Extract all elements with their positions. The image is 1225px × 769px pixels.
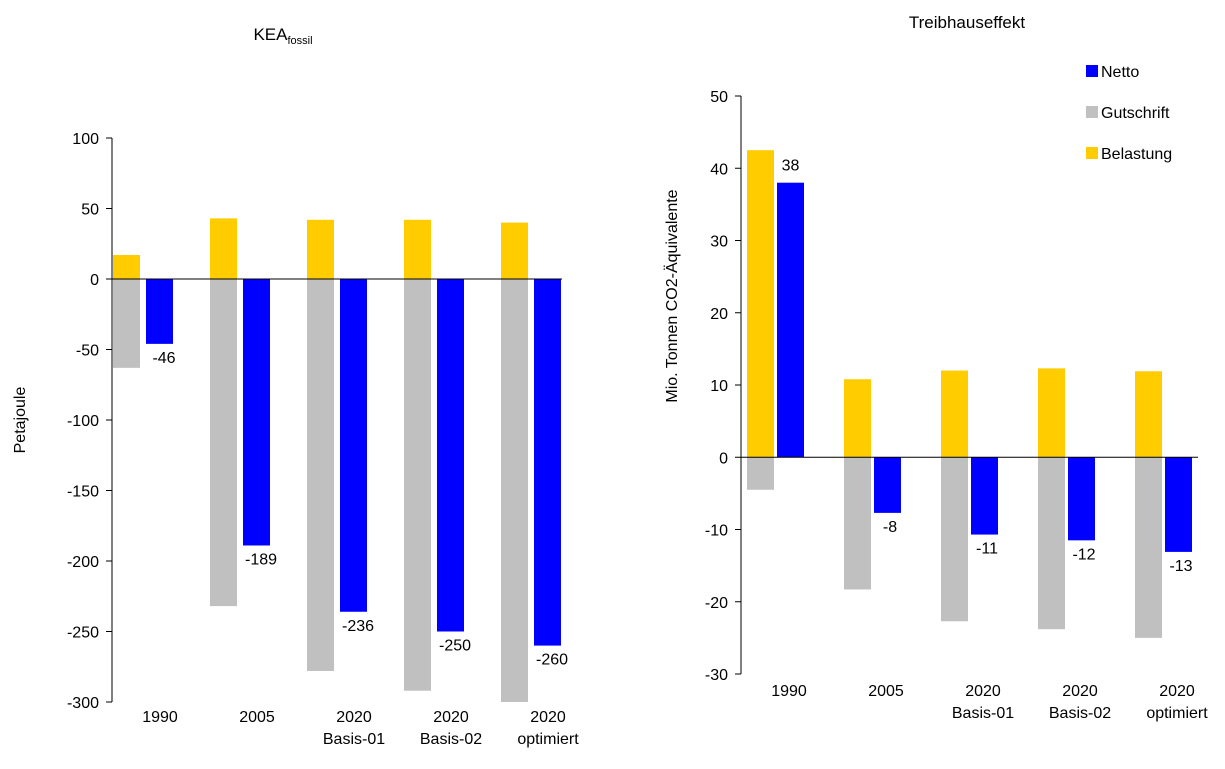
bar-belastung-2: [844, 379, 871, 458]
y-tick-label: 20: [710, 306, 728, 323]
legend-swatch-belastung: [1086, 147, 1098, 159]
y-tick-label: 30: [710, 234, 728, 251]
chart-2: Treibhauseffekt Mio. Tonnen CO2-Äquivalen…: [663, 13, 1208, 722]
x-tick-label-1: 1990: [771, 683, 807, 700]
bar-belastung-1: [113, 255, 140, 279]
x-tick-sublabel-5: optimiert: [1146, 705, 1208, 722]
bar-netto-2: [243, 279, 270, 546]
x-tick-label-4: 2020: [1062, 683, 1098, 700]
legend-swatch-netto: [1086, 65, 1098, 77]
data-label-netto-5: -13: [1169, 558, 1192, 575]
chart-title: Treibhauseffekt: [909, 13, 1026, 32]
bar-netto-5: [534, 279, 561, 646]
data-label-netto-3: -11: [976, 541, 998, 558]
bar-netto-1: [777, 182, 804, 458]
legend: Netto Gutschrift Belastung: [1086, 64, 1172, 163]
bar-belastung-2: [210, 218, 237, 279]
y-tick-label: -20: [705, 595, 728, 612]
data-label-netto-2: -8: [883, 519, 897, 536]
y-tick-label: -200: [67, 554, 99, 571]
chart-title-subscript: fossil: [287, 35, 312, 47]
bar-gutschrift-3: [307, 279, 334, 671]
y-tick-label: 0: [719, 450, 728, 467]
data-label-netto-1: -46: [152, 350, 175, 367]
legend-label-belastung: Belastung: [1101, 146, 1172, 163]
y-tick-label: -150: [67, 484, 99, 501]
x-tick-label-3: 2020: [965, 683, 1001, 700]
data-label-netto-1: 38: [782, 158, 800, 175]
bar-netto-3: [971, 457, 998, 535]
y-tick-label: -100: [67, 413, 99, 430]
chart-title: KEAfossil: [253, 25, 312, 47]
data-label-netto-5: -260: [536, 652, 568, 669]
x-tick-sublabel-5: optimiert: [517, 731, 579, 748]
bar-belastung-3: [307, 219, 334, 279]
legend-swatch-gutschrift: [1086, 106, 1098, 118]
x-tick-sublabel-3: Basis-01: [323, 731, 385, 748]
x-tick-label-3: 2020: [336, 709, 372, 726]
bar-gutschrift-1: [747, 457, 774, 490]
y-tick-label: 0: [90, 272, 99, 289]
data-label-netto-2: -189: [245, 551, 277, 568]
bar-gutschrift-1: [113, 279, 140, 368]
bar-netto-1: [146, 279, 173, 344]
bar-gutschrift-4: [1038, 457, 1065, 630]
bar-belastung-5: [501, 222, 528, 279]
data-label-netto-4: -250: [439, 638, 471, 655]
x-tick-label-1: 1990: [142, 709, 178, 726]
data-label-netto-3: -236: [342, 618, 374, 635]
chart-1: KEAfossil Petajoule -46 -189 -236 -250 -260 -30…: [12, 25, 579, 748]
y-axis-label: Petajoule: [12, 387, 29, 454]
y-tick-label: -30: [705, 667, 728, 684]
x-tick-label-2: 2005: [239, 709, 275, 726]
y-axis-label: Mio. Tonnen CO2-Äquivalente: [663, 189, 681, 402]
bar-netto-4: [437, 279, 464, 632]
x-tick-label-4: 2020: [433, 709, 469, 726]
y-tick-label: 100: [72, 131, 99, 148]
x-tick-sublabel-4: Basis-02: [1049, 705, 1111, 722]
data-label-netto-4: -12: [1072, 546, 1095, 563]
bar-netto-5: [1165, 457, 1192, 552]
chart-title-main: KEA: [253, 25, 288, 44]
x-tick-label-2: 2005: [868, 683, 904, 700]
bar-belastung-1: [747, 150, 774, 458]
bar-gutschrift-5: [1135, 457, 1162, 638]
bar-gutschrift-2: [210, 279, 237, 607]
bar-gutschrift-3: [941, 457, 968, 622]
y-tick-label: -250: [67, 625, 99, 642]
y-tick-label: -10: [705, 523, 728, 540]
x-tick-label-5: 2020: [530, 709, 566, 726]
bar-netto-2: [874, 457, 901, 513]
bar-netto-3: [340, 279, 367, 612]
x-tick-sublabel-3: Basis-01: [952, 705, 1014, 722]
bar-belastung-3: [941, 370, 968, 458]
legend-label-gutschrift: Gutschrift: [1101, 105, 1170, 122]
bar-belastung-4: [1038, 368, 1065, 458]
bar-belastung-5: [1135, 371, 1162, 458]
y-tick-label: 10: [710, 378, 728, 395]
y-tick-label: 50: [81, 202, 99, 219]
y-tick-label: 40: [710, 161, 728, 178]
bar-netto-4: [1068, 457, 1095, 541]
x-tick-sublabel-4: Basis-02: [420, 731, 482, 748]
x-tick-label-5: 2020: [1159, 683, 1195, 700]
bar-gutschrift-4: [404, 279, 431, 691]
bar-gutschrift-5: [501, 279, 528, 702]
y-tick-label: 50: [710, 89, 728, 106]
bar-belastung-4: [404, 219, 431, 279]
legend-label-netto: Netto: [1101, 64, 1139, 81]
y-tick-label: -50: [76, 343, 99, 360]
y-tick-label: -300: [67, 695, 99, 712]
bar-gutschrift-2: [844, 457, 871, 590]
